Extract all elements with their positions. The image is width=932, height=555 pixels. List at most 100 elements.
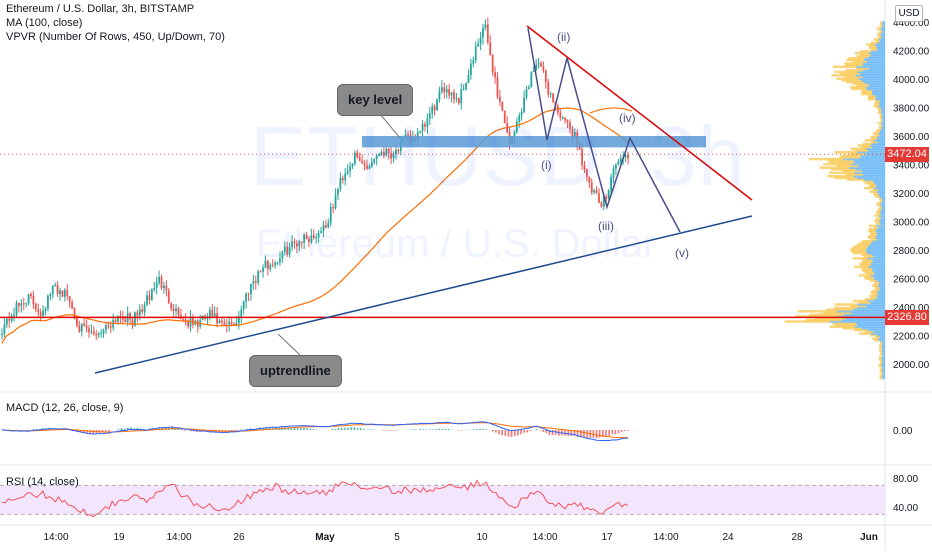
- candle-body: [37, 309, 39, 312]
- macd-hist-bar: [306, 428, 308, 430]
- candle-body: [86, 326, 88, 329]
- macd-hist-bar: [121, 428, 123, 430]
- candle-body: [66, 290, 68, 296]
- rsi-band: [0, 485, 885, 514]
- candle-body: [439, 92, 441, 100]
- candle-body: [156, 283, 158, 288]
- candle-body: [115, 320, 117, 322]
- candle-body: [540, 63, 542, 66]
- candle-body: [497, 77, 499, 97]
- price-axis-tick: 3400.00: [893, 161, 930, 172]
- candle-body: [173, 309, 175, 311]
- time-axis-tick: 26: [233, 532, 245, 543]
- macd-hist-bar: [448, 429, 450, 430]
- candle-body: [233, 324, 235, 325]
- macd-hist-bar: [552, 430, 554, 435]
- candle-body: [57, 285, 59, 294]
- macd-hist-bar: [501, 430, 503, 435]
- candle-body: [192, 317, 194, 325]
- time-axis-tick: 17: [601, 532, 613, 543]
- candle-body: [151, 289, 153, 299]
- legend-ma[interactable]: MA (100, close): [6, 16, 225, 30]
- candle-body: [470, 64, 472, 75]
- candle-body: [260, 271, 262, 272]
- candle-body: [453, 92, 455, 99]
- macd-hist-bar: [583, 430, 585, 437]
- macd-hist-bar: [105, 430, 107, 432]
- macd-hist-bar: [420, 429, 422, 430]
- macd-hist-bar: [388, 430, 390, 431]
- candle-body: [538, 63, 540, 64]
- candle-body: [550, 94, 552, 95]
- vp-bar-down: [834, 151, 857, 154]
- candle-body: [255, 281, 257, 283]
- rsi-legend[interactable]: RSI (14, close): [6, 475, 79, 489]
- macd-hist-bar: [460, 430, 462, 431]
- macd-hist-bar: [608, 430, 610, 436]
- candle-body: [62, 290, 64, 296]
- macd-hist-bar: [394, 430, 396, 431]
- currency-button[interactable]: USD: [895, 5, 923, 22]
- macd-hist-bar: [442, 429, 444, 430]
- candle-body: [165, 286, 167, 291]
- macd-hist-bar: [118, 429, 120, 430]
- macd-hist-bar: [486, 429, 488, 430]
- candle-body: [465, 83, 467, 89]
- candle-body: [480, 38, 482, 44]
- vp-bar-down: [809, 158, 843, 161]
- candle-body: [59, 290, 61, 294]
- macd-hist-bar: [357, 428, 359, 430]
- wave-label-i: (i): [541, 158, 552, 172]
- candle-body: [482, 28, 484, 38]
- macd-hist-bar: [237, 430, 239, 431]
- macd-hist-bar: [621, 430, 623, 432]
- macd-hist-bar: [435, 429, 437, 430]
- candle-body: [484, 24, 486, 28]
- candle-body: [209, 310, 211, 317]
- macd-hist-bar: [482, 429, 484, 430]
- candle-body: [33, 296, 35, 304]
- macd-legend[interactable]: MACD (12, 26, close, 9): [6, 401, 123, 415]
- candle-body: [257, 271, 259, 282]
- legend-symbol[interactable]: Ethereum / U.S. Dollar, 3h, BITSTAMP: [6, 2, 225, 16]
- time-axis-tick: Jun: [860, 532, 878, 543]
- macd-hist-bar: [181, 429, 183, 430]
- macd-hist-bar: [413, 429, 415, 430]
- candle-body: [69, 296, 71, 302]
- legend-vpvr[interactable]: VPVR (Number Of Rows, 450, Up/Down, 70): [6, 30, 225, 44]
- candle-body: [146, 295, 148, 304]
- candle-body: [252, 281, 254, 284]
- rsi-axis-tick: 80.00: [893, 474, 918, 485]
- vp-bar-down: [835, 303, 858, 306]
- candle-body: [163, 286, 165, 288]
- time-axis-tick: 24: [722, 532, 734, 543]
- candle-body: [528, 87, 530, 89]
- macd-hist-bar: [438, 429, 440, 430]
- candle-body: [100, 333, 102, 334]
- macd-hist-bar: [382, 430, 384, 431]
- macd-hist-bar: [492, 430, 494, 432]
- candle-body: [1, 334, 3, 335]
- candle-body: [110, 327, 112, 328]
- candle-body: [443, 87, 445, 92]
- macd-hist-bar: [618, 430, 620, 433]
- macd-hist-bar: [391, 430, 393, 431]
- candle-body: [76, 317, 78, 326]
- price-axis-tick: 4200.00: [893, 47, 930, 58]
- macd-hist-bar: [523, 430, 525, 433]
- candle-body: [83, 324, 85, 326]
- macd-hist-bar: [508, 430, 510, 437]
- macd-hist-bar: [627, 430, 629, 431]
- main-legend: Ethereum / U.S. Dollar, 3h, BITSTAMP MA …: [6, 2, 225, 44]
- macd-hist-bar: [611, 430, 613, 434]
- candle-body: [64, 290, 66, 297]
- candle-body: [132, 319, 134, 325]
- candle-body: [330, 207, 332, 223]
- candle-body: [28, 294, 30, 303]
- macd-hist-bar: [335, 429, 337, 430]
- candle-body: [446, 89, 448, 92]
- candle-body: [182, 319, 184, 320]
- candle-body: [458, 98, 460, 103]
